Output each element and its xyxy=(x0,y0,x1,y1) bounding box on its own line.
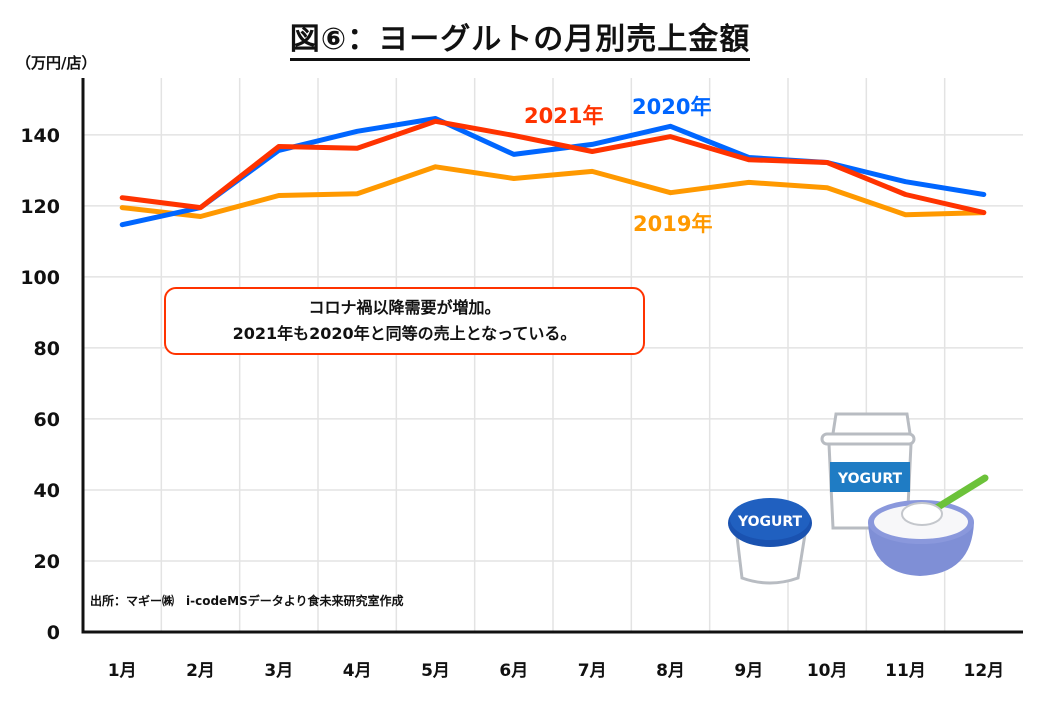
x-tick-label: 9月 xyxy=(734,661,763,681)
cup-label: YOGURT xyxy=(737,514,803,530)
y-tick-label: 40 xyxy=(34,480,60,502)
y-tick-label: 20 xyxy=(34,551,60,573)
series-lines xyxy=(119,116,987,228)
source-note: 出所：マギー㈱ i-codeMSデータより食未来研究室作成 xyxy=(90,594,404,608)
x-axis: 1月 2月 3月 4月 5月 6月 7月 8月 9月 10月 11月 12月 xyxy=(81,630,1023,681)
gridlines xyxy=(83,78,1023,632)
series-line-2019 xyxy=(119,164,987,219)
y-tick-label: 140 xyxy=(20,125,60,147)
y-axis-unit-label: （万円/店） xyxy=(16,54,97,72)
legend-label-2019: 2019年 xyxy=(633,212,712,236)
x-tick-label: 8月 xyxy=(656,661,685,681)
y-tick-label: 60 xyxy=(34,409,60,431)
annotation-line-1: コロナ禍以降需要が増加。 xyxy=(308,298,501,317)
y-tick-label: 120 xyxy=(20,196,60,218)
y-tick-label: 100 xyxy=(20,267,60,289)
x-tick-label: 6月 xyxy=(499,661,528,681)
legend: 2019年 2020年 2021年 xyxy=(524,95,712,236)
chart-title-text: 図⑥：ヨーグルトの月別売上金額 xyxy=(289,22,751,61)
container-label: YOGURT xyxy=(837,471,903,487)
series-line-2021 xyxy=(119,118,987,216)
legend-label-2021: 2021年 xyxy=(524,104,603,128)
yogurt-cup-icon: YOGURT xyxy=(728,498,812,585)
annotation-box: コロナ禍以降需要が増加。 2021年も2020年と同等の売上となっている。 xyxy=(164,287,645,355)
x-tick-label: 7月 xyxy=(578,661,607,681)
x-tick-label: 1月 xyxy=(108,661,137,681)
legend-label-2020: 2020年 xyxy=(632,95,711,119)
chart-title: 図⑥：ヨーグルトの月別売上金額 xyxy=(0,14,1040,61)
annotation-line-2: 2021年も2020年と同等の売上となっている。 xyxy=(232,324,577,343)
x-tick-label: 12月 xyxy=(963,661,1004,681)
yogurt-container-icon: YOGURT xyxy=(820,412,916,530)
x-tick-label: 10月 xyxy=(807,661,848,681)
x-tick-label: 2月 xyxy=(186,661,215,681)
yogurt-illustration: YOGURT YOGURT xyxy=(728,412,989,585)
y-tick-label: 0 xyxy=(47,622,60,644)
x-tick-label: 5月 xyxy=(421,661,450,681)
y-axis: 0 20 40 60 80 100 120 140 xyxy=(20,78,85,644)
yogurt-bowl-icon xyxy=(868,474,989,576)
x-tick-label: 4月 xyxy=(343,661,372,681)
y-tick-label: 80 xyxy=(34,338,60,360)
x-tick-label: 11月 xyxy=(885,661,926,681)
x-tick-label: 3月 xyxy=(264,661,293,681)
